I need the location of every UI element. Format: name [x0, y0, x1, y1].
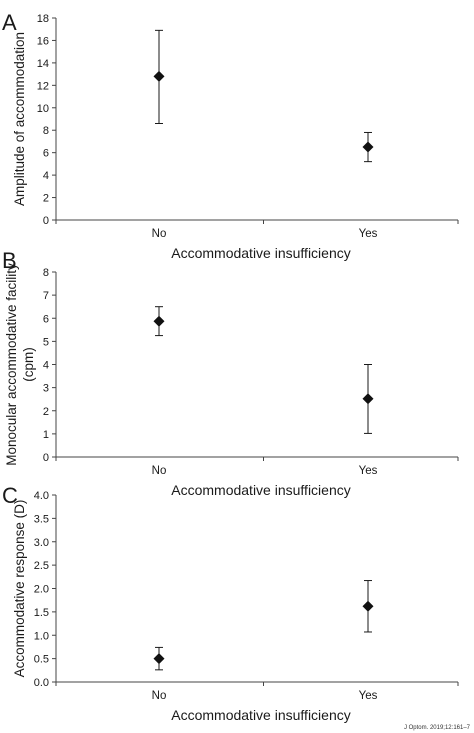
y-axis-label: Amplitude of accommodation	[12, 32, 27, 206]
y-tick-label: 0.0	[34, 677, 49, 689]
data-point-diamond	[362, 141, 374, 153]
y-tick-label: 3.0	[34, 537, 49, 549]
y-tick-label: 3.5	[34, 513, 49, 525]
y-tick-label: 1.5	[34, 607, 49, 619]
data-point-diamond	[153, 653, 165, 665]
chart-panel-c: C 0.0 0.5 1.0 1.5 2.0 2.5 3.0 3.5 4.0 No Yes Accommo…	[2, 483, 459, 723]
panel-letter: B	[2, 248, 17, 273]
y-tick-label: 16	[37, 35, 49, 47]
y-tick-label: 0.5	[34, 654, 49, 666]
y-tick-label: 2.0	[34, 584, 49, 596]
y-tick-label: 6	[43, 313, 49, 325]
y-tick-label: 2	[43, 193, 49, 205]
y-tick-label: 1.0	[34, 630, 49, 642]
x-category-label: Yes	[359, 465, 378, 477]
citation: J Optom. 2019;12:161–7	[404, 725, 471, 731]
y-tick-label: 6	[43, 148, 49, 160]
chart-panel-b: B 0 1 2 3 4 5 6 7 8 No Yes Accommodative insufficien…	[2, 248, 459, 498]
x-category-label: Yes	[359, 228, 378, 240]
y-tick-label: 0	[43, 215, 49, 227]
y-axis-label: Monocular accommodative facility	[4, 263, 19, 466]
y-tick-label: 10	[37, 103, 49, 115]
data-point-diamond	[153, 70, 165, 82]
y-tick-label: 2	[43, 406, 49, 418]
data-point-diamond	[362, 393, 374, 405]
x-category-label: Yes	[359, 690, 378, 702]
y-tick-label: 7	[43, 290, 49, 302]
y-tick-label: 8	[43, 267, 49, 279]
y-tick-label: 4.0	[34, 490, 49, 502]
y-axis-label: (cpm)	[21, 347, 36, 382]
panel-letter: A	[2, 10, 17, 35]
y-tick-label: 2.5	[34, 560, 49, 572]
x-category-label: No	[152, 465, 167, 477]
data-point-diamond	[362, 600, 374, 612]
y-tick-label: 8	[43, 125, 49, 137]
y-tick-label: 4	[43, 360, 49, 372]
x-category-label: No	[152, 228, 167, 240]
y-tick-label: 1	[43, 429, 49, 441]
x-axis-label: Accommodative insufficiency	[171, 707, 350, 723]
y-tick-label: 12	[37, 80, 49, 92]
y-tick-label: 14	[37, 58, 49, 70]
y-tick-label: 18	[37, 13, 49, 25]
y-axis-label: Accommodative response (D)	[12, 500, 27, 678]
y-tick-label: 3	[43, 383, 49, 395]
x-axis-label: Accommodative insufficiency	[171, 482, 350, 498]
x-axis-label: Accommodative insufficiency	[171, 245, 350, 261]
y-tick-label: 4	[43, 170, 49, 182]
y-tick-label: 5	[43, 336, 49, 348]
x-category-label: No	[152, 690, 167, 702]
chart-panel-a: A 0 2 4 6 8 10 12 14 16 18 No Yes Accommodative insuf…	[2, 10, 459, 261]
data-point-diamond	[153, 315, 165, 327]
panel-letter: C	[2, 483, 18, 508]
y-tick-label: 0	[43, 452, 49, 464]
